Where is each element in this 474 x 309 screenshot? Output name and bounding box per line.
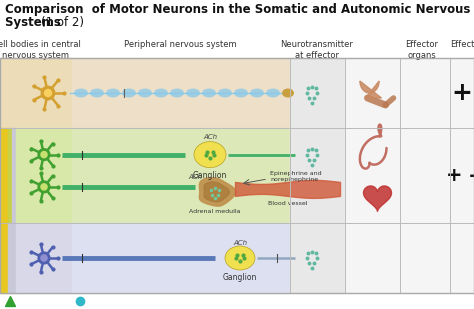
Ellipse shape — [250, 88, 264, 98]
Text: ACh: ACh — [188, 174, 202, 180]
Ellipse shape — [170, 88, 184, 98]
Bar — [8, 223, 16, 293]
Text: Effector
organs: Effector organs — [405, 40, 438, 60]
Text: Epinephrine and
norepinephrine: Epinephrine and norepinephrine — [270, 171, 322, 182]
Ellipse shape — [186, 88, 200, 98]
Bar — [450, 128, 474, 223]
Ellipse shape — [202, 88, 216, 98]
Text: Ganglion: Ganglion — [193, 171, 227, 180]
Bar — [345, 223, 400, 293]
Circle shape — [38, 252, 50, 264]
Polygon shape — [364, 186, 392, 211]
Bar — [400, 58, 450, 128]
Bar — [0, 128, 8, 223]
Bar — [12, 128, 16, 223]
Text: Comparison  of Motor Neurons in the Somatic and Autonomic Nervous: Comparison of Motor Neurons in the Somat… — [5, 3, 470, 16]
Text: Effect: Effect — [450, 40, 474, 49]
Bar — [72, 223, 290, 293]
Bar — [345, 128, 400, 223]
Ellipse shape — [106, 88, 120, 98]
Text: ACh: ACh — [233, 240, 247, 246]
Circle shape — [41, 184, 47, 190]
Ellipse shape — [282, 88, 294, 98]
Circle shape — [45, 90, 52, 96]
Circle shape — [41, 86, 55, 100]
Text: Adrenal medulla: Adrenal medulla — [189, 209, 241, 214]
Bar — [400, 128, 450, 223]
Circle shape — [41, 151, 47, 158]
Bar — [16, 128, 72, 223]
Bar — [290, 128, 345, 223]
Text: Blood vessel: Blood vessel — [268, 201, 307, 206]
Ellipse shape — [90, 88, 104, 98]
Text: (1 of 2): (1 of 2) — [41, 16, 84, 29]
Ellipse shape — [225, 246, 255, 270]
Bar — [290, 223, 345, 293]
Ellipse shape — [266, 88, 280, 98]
Circle shape — [38, 149, 50, 160]
Ellipse shape — [122, 88, 136, 98]
Text: + –: + – — [446, 166, 474, 185]
Circle shape — [41, 255, 47, 261]
Bar — [72, 128, 290, 223]
Text: Peripheral nervous system: Peripheral nervous system — [124, 40, 237, 49]
Text: Neurotransmitter
at effector: Neurotransmitter at effector — [281, 40, 354, 60]
Bar — [290, 58, 345, 128]
Bar — [0, 223, 8, 293]
Bar — [0, 58, 72, 128]
Bar — [400, 223, 450, 293]
Bar — [345, 58, 400, 128]
Bar — [450, 223, 474, 293]
Bar — [16, 223, 72, 293]
Bar — [8, 128, 12, 223]
Bar — [0, 58, 474, 293]
Text: ACh: ACh — [203, 133, 217, 140]
Text: Ganglion: Ganglion — [223, 273, 257, 282]
Text: Systems: Systems — [5, 16, 65, 29]
Circle shape — [38, 181, 50, 193]
Ellipse shape — [154, 88, 168, 98]
Ellipse shape — [218, 88, 232, 98]
Polygon shape — [200, 178, 236, 206]
Text: Cell bodies in central
nervous system: Cell bodies in central nervous system — [0, 40, 81, 60]
Ellipse shape — [138, 88, 152, 98]
Polygon shape — [204, 182, 229, 202]
Text: +: + — [452, 81, 473, 105]
Bar — [450, 58, 474, 128]
Ellipse shape — [194, 142, 226, 167]
Polygon shape — [360, 81, 382, 98]
Bar — [72, 58, 290, 128]
Ellipse shape — [234, 88, 248, 98]
Ellipse shape — [74, 88, 88, 98]
